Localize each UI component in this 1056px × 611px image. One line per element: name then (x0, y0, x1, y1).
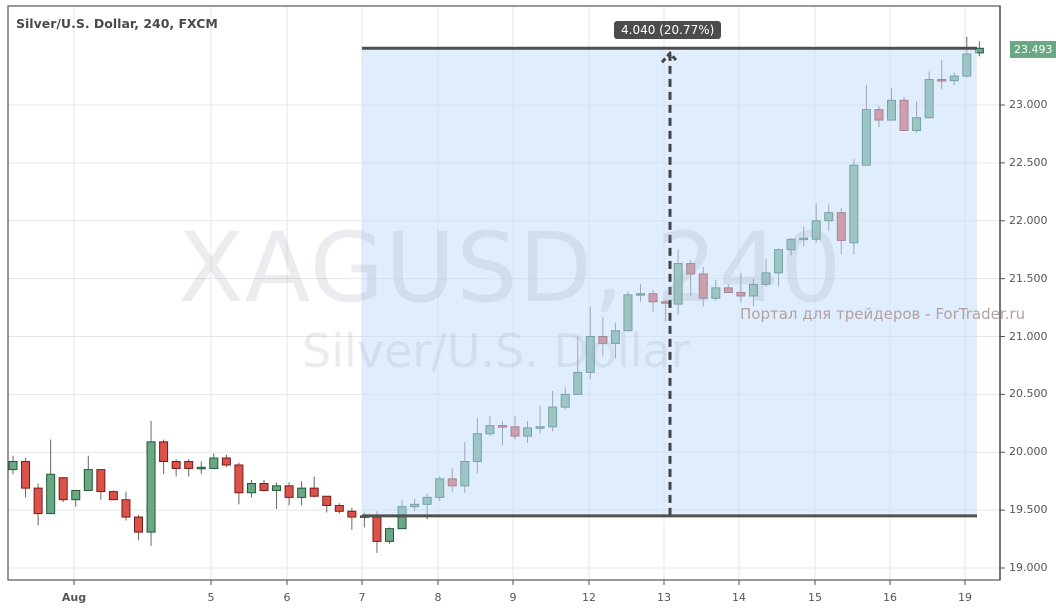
measure-range-box[interactable] (362, 48, 977, 516)
candle-body (46, 473, 56, 515)
y-tick-label: 20.500 (1009, 387, 1048, 401)
candle-body (209, 457, 219, 469)
candle-body (134, 516, 143, 533)
candle-body (121, 499, 131, 518)
candle-body (322, 495, 332, 506)
site-watermark: Портал для трейдеров - ForTrader.ru (740, 305, 1026, 323)
candle-body (297, 487, 307, 498)
y-tick-label: 22.000 (1009, 213, 1048, 227)
candle (196, 461, 206, 475)
candle (347, 507, 357, 530)
x-tick-label: 14 (732, 591, 746, 604)
y-tick-label: 20.000 (1009, 445, 1048, 459)
candle (8, 455, 18, 475)
candle-body (272, 485, 282, 491)
candle-body (184, 461, 194, 469)
candle (297, 481, 307, 506)
x-tick-label: 9 (509, 591, 517, 604)
candle (146, 420, 156, 547)
candle (284, 482, 294, 506)
candle (96, 469, 106, 500)
candle-body (83, 469, 93, 491)
x-tick-label: 7 (358, 591, 366, 604)
candle (334, 503, 344, 514)
x-tick-label: 6 (283, 591, 291, 604)
candle-body (347, 510, 357, 518)
candle-body (385, 528, 394, 542)
candle-body (196, 466, 206, 470)
y-tick-label: 21.500 (1009, 271, 1048, 285)
candle-body (372, 516, 382, 542)
candle-body (221, 457, 231, 466)
candle (108, 490, 118, 501)
candle-body (259, 483, 269, 491)
candle-body (146, 441, 156, 533)
last-price-badge: 23.493 (1010, 41, 1056, 58)
candle-body (171, 461, 181, 469)
candle (246, 480, 256, 498)
candle (234, 462, 244, 505)
y-tick-label: 23.000 (1009, 98, 1048, 111)
candle-body (71, 489, 81, 501)
candle (159, 439, 169, 475)
candle-body (159, 441, 169, 463)
candle (21, 458, 31, 498)
candle-body (33, 487, 43, 515)
y-tick-label: 21.000 (1009, 329, 1048, 343)
y-tick-label: 19.500 (1009, 503, 1048, 517)
x-tick-label: 8 (434, 591, 442, 604)
candle-body (334, 504, 344, 512)
candle (385, 527, 394, 544)
candle-body (284, 485, 294, 498)
x-tick-label: 16 (883, 591, 897, 604)
candle-body (21, 461, 31, 489)
candle-body (246, 483, 256, 494)
candle (309, 476, 319, 498)
arrow-up-icon (660, 51, 680, 64)
candle (83, 455, 93, 491)
candle (209, 453, 219, 469)
candle (121, 491, 131, 521)
candle (33, 483, 43, 526)
x-tick-label: 12 (582, 591, 596, 604)
candle-body (58, 477, 68, 501)
candle-body (309, 487, 319, 497)
candle (272, 482, 282, 509)
y-tick-label: 19.000 (1009, 561, 1048, 574)
candle-body (108, 491, 118, 501)
measure-label: 4.040 (20.77%) (614, 21, 722, 39)
candle-body (234, 464, 244, 494)
candle (71, 489, 81, 507)
candle (171, 459, 181, 477)
candle (372, 511, 382, 553)
x-tick-label: 19 (958, 591, 972, 604)
x-tick-label: 5 (207, 591, 215, 604)
watermark-symbol: XAGUSD, 240 (178, 212, 843, 324)
candle (134, 514, 143, 541)
candle-body (96, 469, 106, 493)
x-tick-label: Aug (61, 591, 87, 604)
candle (259, 480, 269, 492)
candle (322, 495, 332, 513)
x-tick-label: 15 (808, 591, 822, 604)
candle (58, 477, 68, 503)
candle (46, 439, 56, 515)
candle-body (8, 461, 18, 471)
y-tick-label: 22.500 (1009, 155, 1048, 169)
chart-title: Silver/U.S. Dollar, 240, FXCM (16, 16, 218, 31)
x-tick-label: 13 (657, 591, 671, 604)
watermark-name: Silver/U.S. Dollar (302, 324, 690, 378)
candle (184, 459, 194, 477)
candle (221, 454, 231, 468)
